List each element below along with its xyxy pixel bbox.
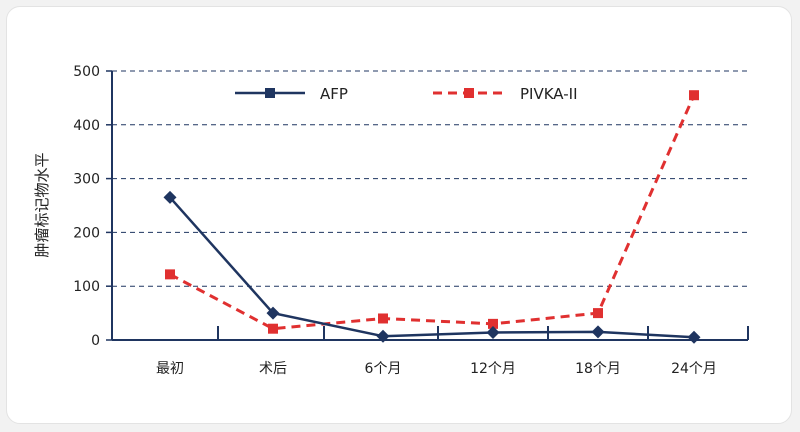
y-axis-label: 肿瘤标记物水平 [33,152,51,257]
point-pivka-ii-1 [268,323,278,334]
point-afp-4 [591,325,605,339]
point-pivka-ii-0 [165,269,175,280]
y-tick-label-400: 400 [73,118,100,134]
point-pivka-ii-2 [378,313,388,324]
point-afp-3 [486,325,500,339]
point-afp-0 [163,190,177,204]
x-tick-labels: 最初 术后 6个月 12个月 18个月 24个月 [156,360,717,377]
y-tick-label-0: 0 [91,333,100,349]
x-tick-label-4: 18个月 [575,361,621,377]
y-tick-label-100: 100 [73,279,100,295]
point-afp-2 [376,329,390,343]
axes [106,70,749,341]
chart-card [6,6,792,424]
legend-marker-pivka-ii [464,88,474,98]
legend-marker-afp [265,88,275,98]
y-tick-label-500: 500 [73,64,100,80]
y-tick-label-300: 300 [73,172,100,188]
point-pivka-ii-4 [593,308,603,319]
legend-label-pivka-ii: PIVKA-II [520,85,578,103]
point-afp-5 [687,330,701,344]
y-tick-labels: 0 100 200 300 400 500 [73,64,100,349]
legend: AFP PIVKA-II [235,85,578,103]
point-afp-1 [266,306,280,320]
legend-label-afp: AFP [320,85,348,103]
point-pivka-ii-3 [488,318,498,329]
x-tick-label-3: 12个月 [470,361,516,377]
x-tick-label-1: 术后 [259,361,287,377]
x-tick-label-0: 最初 [156,360,184,377]
series-layer [163,90,701,344]
x-tick-label-2: 6个月 [365,361,402,377]
series-line-afp [169,196,695,339]
series-line-pivka-ii [169,94,696,331]
grid-lines [112,70,748,287]
x-tick-label-5: 24个月 [671,361,717,377]
y-tick-label-200: 200 [73,225,100,241]
point-pivka-ii-5 [689,90,699,101]
